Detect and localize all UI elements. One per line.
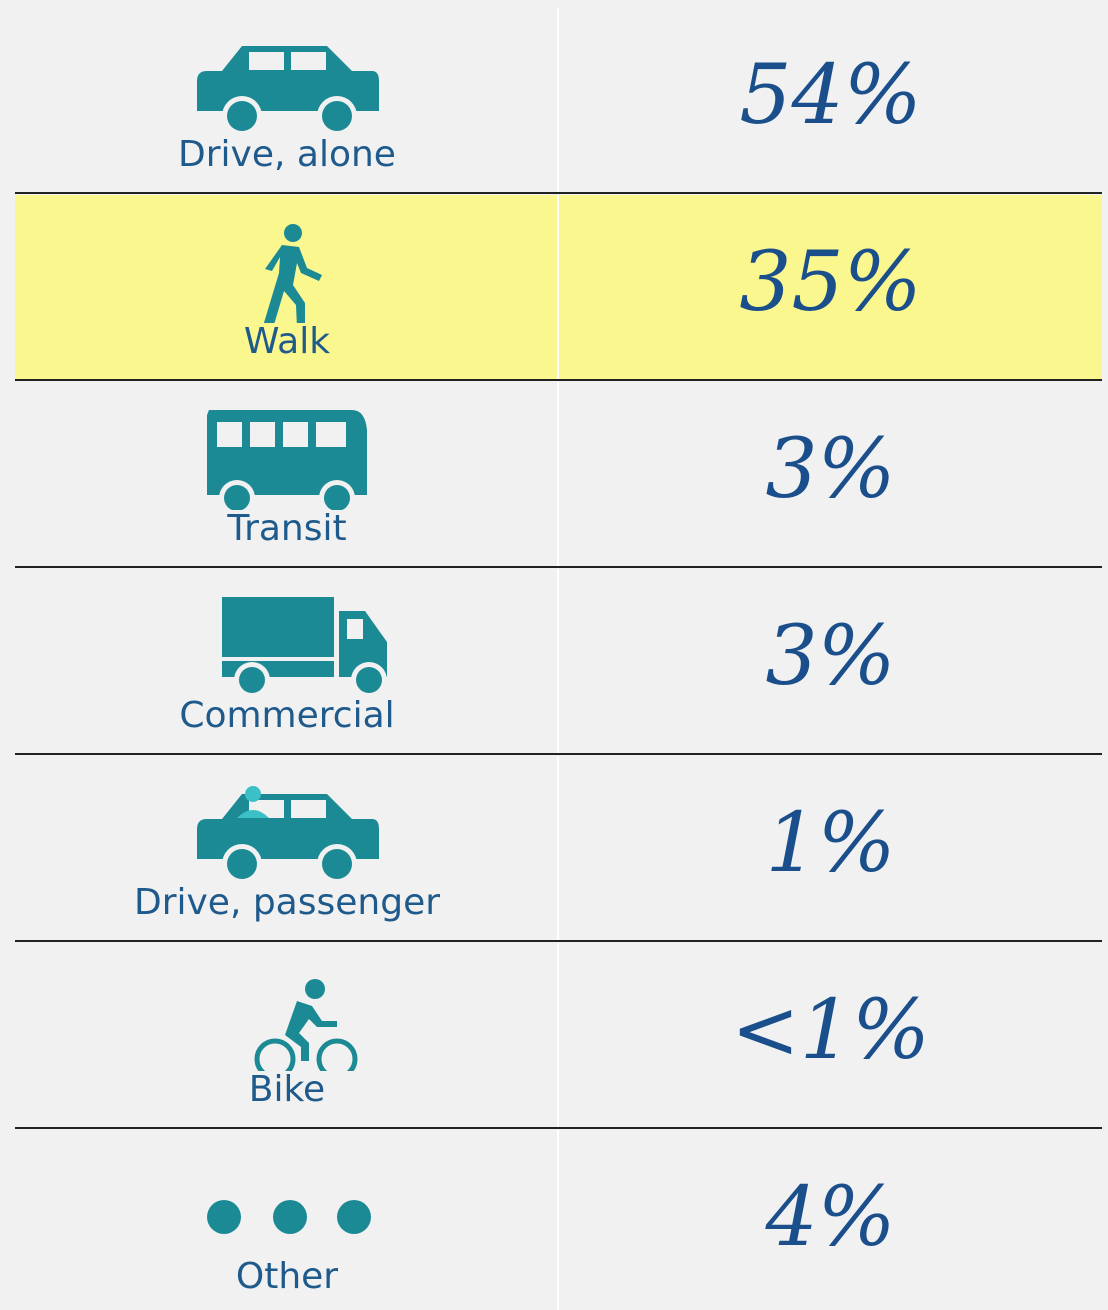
passenger-car-icon	[197, 786, 379, 884]
mode-label: Drive, passenger	[133, 882, 441, 923]
mode-label: Walk	[243, 321, 331, 362]
bike-icon	[254, 979, 358, 1071]
mode-label: Drive, alone	[178, 134, 396, 175]
share-value: 3%	[765, 422, 896, 517]
share-value: <1%	[731, 983, 930, 1078]
share-value: 1%	[765, 796, 896, 891]
bus-icon	[207, 410, 367, 510]
walk-icon	[263, 224, 322, 323]
mode-label: Commercial	[179, 695, 395, 736]
row: Bike <1%	[15, 943, 1102, 1129]
dots-icon	[207, 1200, 371, 1234]
row: Drive, passenger 1%	[15, 756, 1102, 942]
mode-label: Other	[235, 1256, 339, 1297]
truck-icon	[222, 597, 387, 697]
row: Drive, alone 54%	[15, 8, 1102, 194]
share-value: 54%	[739, 48, 922, 143]
row: Walk 35%	[15, 195, 1102, 381]
mode-label: Bike	[248, 1069, 326, 1110]
car-icon	[197, 46, 379, 136]
row: Commercial 3%	[15, 569, 1102, 755]
share-value: 4%	[765, 1170, 896, 1265]
row: Transit 3%	[15, 382, 1102, 568]
mode-label: Transit	[227, 508, 347, 549]
share-value: 3%	[765, 609, 896, 704]
share-value: 35%	[739, 235, 922, 330]
row: Other 4%	[15, 1130, 1102, 1310]
